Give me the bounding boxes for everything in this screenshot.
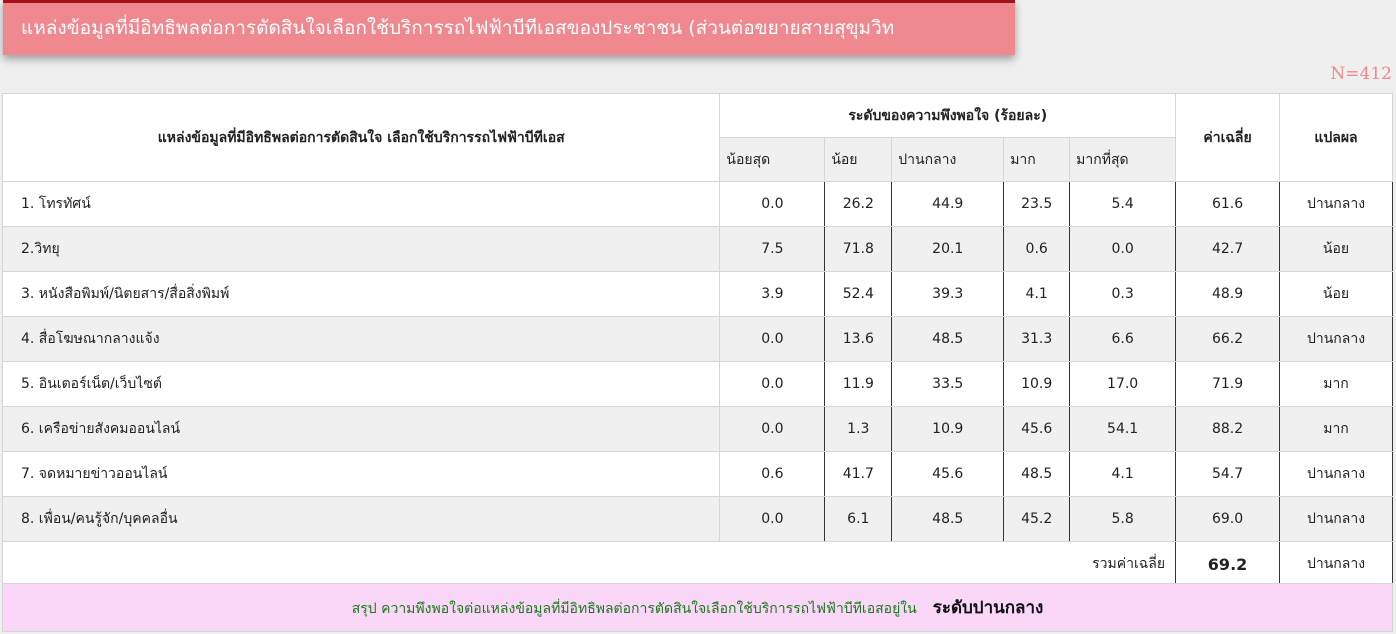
level-value: 48.5 [891, 316, 1005, 362]
header-level: ระดับของความพึงพอใจ (ร้อยละ) [719, 93, 1177, 138]
header-level-3: มาก [1003, 137, 1071, 182]
level-value: 52.4 [824, 271, 893, 317]
interp-value: ปานกลาง [1279, 496, 1393, 542]
level-value: 23.5 [1003, 181, 1071, 227]
level-value: 0.0 [719, 406, 826, 452]
table-row: 4. สื่อโฆษณากลางแจ้ง 0.0 13.6 48.5 31.3 6.6 66… [1, 316, 1393, 362]
summary-bar: สรุป ความพึงพอใจต่อแหล่งข้อมูลที่มีอิทธิ… [2, 583, 1393, 632]
interp-value: มาก [1279, 406, 1393, 452]
level-value: 13.6 [824, 316, 893, 362]
level-value: 44.9 [891, 181, 1005, 227]
level-value: 54.1 [1069, 406, 1177, 452]
summary-level: ระดับปานกลาง [932, 598, 1044, 618]
table-row: 8. เพื่อน/คนรู้จัก/บุคคลอื่น 0.0 6.1 48.5 45… [1, 496, 1393, 542]
level-value: 10.9 [1003, 361, 1071, 407]
level-value: 6.1 [824, 496, 893, 542]
total-row: รวมค่าเฉลี่ย 69.2 ปานกลาง [1, 541, 1393, 587]
header-source: แหล่งข้อมูลที่มีอิทธิพลต่อการตัดสินใจ เล… [1, 93, 721, 182]
level-value: 41.7 [824, 451, 893, 497]
level-value: 45.6 [891, 451, 1005, 497]
level-value: 10.9 [891, 406, 1005, 452]
level-value: 0.0 [719, 361, 826, 407]
mean-value: 88.2 [1175, 406, 1281, 452]
level-value: 0.6 [1003, 226, 1071, 272]
level-value: 5.8 [1069, 496, 1177, 542]
total-mean: 69.2 [1175, 541, 1281, 587]
header-level-1: น้อย [824, 137, 893, 182]
interp-value: มาก [1279, 361, 1393, 407]
page-title: แหล่งข้อมูลที่มีอิทธิพลต่อการตัดสินใจเลื… [3, 0, 1015, 55]
header-mean: ค่าเฉลี่ย [1175, 93, 1281, 182]
level-value: 11.9 [824, 361, 893, 407]
level-value: 26.2 [824, 181, 893, 227]
row-label: 8. เพื่อน/คนรู้จัก/บุคคลอื่น [1, 496, 721, 542]
mean-value: 61.6 [1175, 181, 1281, 227]
level-value: 6.6 [1069, 316, 1177, 362]
level-value: 45.2 [1003, 496, 1071, 542]
level-value: 4.1 [1003, 271, 1071, 317]
mean-value: 48.9 [1175, 271, 1281, 317]
satisfaction-table: แหล่งข้อมูลที่มีอิทธิพลต่อการตัดสินใจ เล… [1, 93, 1393, 587]
level-value: 1.3 [824, 406, 893, 452]
level-value: 48.5 [891, 496, 1005, 542]
header-level-0: น้อยสุด [719, 137, 826, 182]
level-value: 0.0 [719, 316, 826, 362]
level-value: 48.5 [1003, 451, 1071, 497]
level-value: 17.0 [1069, 361, 1177, 407]
level-value: 3.9 [719, 271, 826, 317]
level-value: 39.3 [891, 271, 1005, 317]
level-value: 4.1 [1069, 451, 1177, 497]
level-value: 0.3 [1069, 271, 1177, 317]
sample-size: N=412 [1330, 64, 1392, 84]
row-label: 2.วิทยุ [1, 226, 721, 272]
row-label: 7. จดหมายข่าวออนไลน์ [1, 451, 721, 497]
row-label: 5. อินเตอร์เน็ต/เว็บไซต์ [1, 361, 721, 407]
mean-value: 69.0 [1175, 496, 1281, 542]
level-value: 45.6 [1003, 406, 1071, 452]
level-value: 7.5 [719, 226, 826, 272]
interp-value: ปานกลาง [1279, 451, 1393, 497]
mean-value: 66.2 [1175, 316, 1281, 362]
table-row: 5. อินเตอร์เน็ต/เว็บไซต์ 0.0 11.9 33.5 10.9 1… [1, 361, 1393, 407]
level-value: 0.0 [719, 496, 826, 542]
level-value: 0.0 [719, 181, 826, 227]
table-row: 7. จดหมายข่าวออนไลน์ 0.6 41.7 45.6 48.5 4.1 54… [1, 451, 1393, 497]
interp-value: ปานกลาง [1279, 181, 1393, 227]
table-row: 2.วิทยุ 7.5 71.8 20.1 0.6 0.0 42.7 น้อย [1, 226, 1393, 272]
total-interp: ปานกลาง [1279, 541, 1393, 587]
interp-value: ปานกลาง [1279, 316, 1393, 362]
row-label: 4. สื่อโฆษณากลางแจ้ง [1, 316, 721, 362]
table-row: 3. หนังสือพิมพ์/นิตยสาร/สื่อสิ่งพิมพ์ 3.9… [1, 271, 1393, 317]
mean-value: 71.9 [1175, 361, 1281, 407]
table-row: 6. เครือข่ายสังคมออนไลน์ 0.0 1.3 10.9 45.6 54… [1, 406, 1393, 452]
level-value: 0.6 [719, 451, 826, 497]
level-value: 33.5 [891, 361, 1005, 407]
header-interp: แปลผล [1279, 93, 1393, 182]
level-value: 0.0 [1069, 226, 1177, 272]
level-value: 20.1 [891, 226, 1005, 272]
level-value: 71.8 [824, 226, 893, 272]
row-label: 3. หนังสือพิมพ์/นิตยสาร/สื่อสิ่งพิมพ์ [1, 271, 721, 317]
header-level-2: ปานกลาง [891, 137, 1005, 182]
total-label: รวมค่าเฉลี่ย [1, 541, 1177, 587]
header-level-4: มากที่สุด [1069, 137, 1177, 182]
interp-value: น้อย [1279, 226, 1393, 272]
mean-value: 42.7 [1175, 226, 1281, 272]
interp-value: น้อย [1279, 271, 1393, 317]
summary-text: สรุป ความพึงพอใจต่อแหล่งข้อมูลที่มีอิทธิ… [351, 601, 917, 617]
row-label: 6. เครือข่ายสังคมออนไลน์ [1, 406, 721, 452]
level-value: 5.4 [1069, 181, 1177, 227]
row-label: 1. โทรทัศน์ [1, 181, 721, 227]
table-row: 1. โทรทัศน์ 0.0 26.2 44.9 23.5 5.4 61.6 ปานกลาง [1, 181, 1393, 227]
level-value: 31.3 [1003, 316, 1071, 362]
mean-value: 54.7 [1175, 451, 1281, 497]
